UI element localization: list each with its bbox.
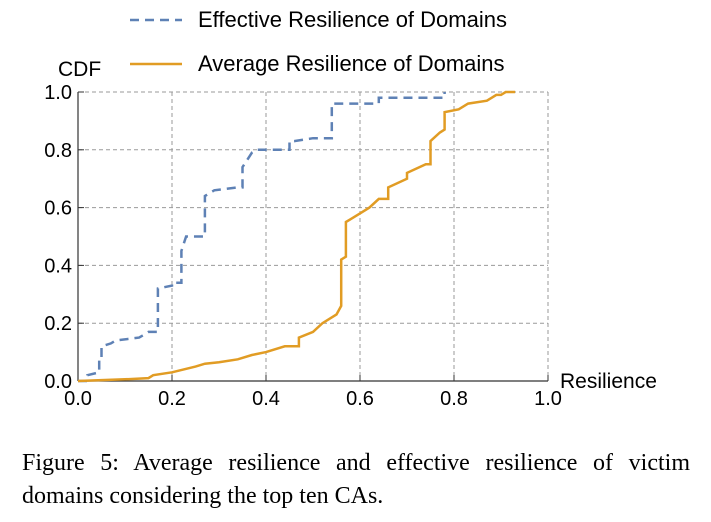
y-tick-label: 0.8 bbox=[44, 140, 72, 162]
y-tick-label: 0.2 bbox=[44, 313, 72, 335]
series-lines bbox=[77, 90, 516, 383]
legend: Effective Resilience of Domains Average … bbox=[130, 7, 507, 76]
x-axis-title: Resilience bbox=[560, 370, 657, 393]
series-line-average bbox=[77, 90, 516, 383]
series-line-effective bbox=[78, 92, 446, 383]
x-tick-label: 0.6 bbox=[346, 388, 374, 410]
x-tick-label: 0.8 bbox=[440, 388, 468, 410]
ticks: 0.0 0.2 0.4 0.6 0.8 1.0 0.0 0.2 0.4 0.6 0.8 1.0 bbox=[44, 82, 562, 410]
figure-caption: Figure 5: Average resilience and effecti… bbox=[22, 450, 690, 509]
legend-label-average: Average Resilience of Domains bbox=[198, 51, 505, 76]
x-tick-label: 0.2 bbox=[158, 388, 186, 410]
x-tick-label: 0.4 bbox=[252, 388, 280, 410]
grid bbox=[78, 91, 549, 381]
y-tick-label: 1.0 bbox=[44, 82, 72, 104]
y-tick-label: 0.0 bbox=[44, 371, 72, 393]
axes bbox=[77, 92, 548, 382]
cdf-chart: 0.0 0.2 0.4 0.6 0.8 1.0 0.0 0.2 0.4 0.6 0.8 1.0 CDF… bbox=[44, 7, 657, 410]
y-tick-label: 0.6 bbox=[44, 198, 72, 220]
x-tick-label: 0.0 bbox=[64, 388, 92, 410]
legend-label-effective: Effective Resilience of Domains bbox=[198, 7, 507, 32]
y-tick-label: 0.4 bbox=[44, 255, 72, 277]
x-tick-label: 1.0 bbox=[534, 388, 562, 410]
y-axis-title: CDF bbox=[58, 58, 101, 81]
